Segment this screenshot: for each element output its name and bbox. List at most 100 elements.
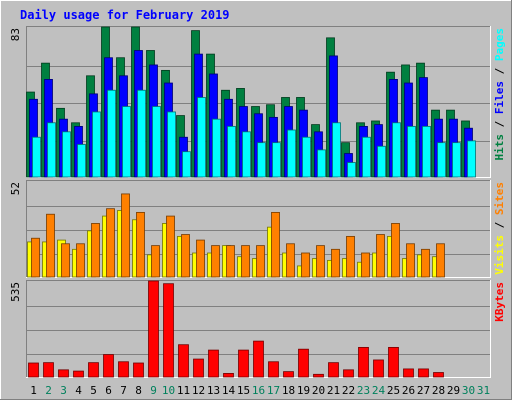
- legend-label-sites: Sites: [493, 182, 506, 215]
- bar-sites-day-22: [346, 235, 355, 278]
- bar-sites-day-4: [76, 243, 85, 278]
- x-tick-label-day-19: 19: [297, 384, 310, 397]
- x-tick-label-day-21: 21: [327, 384, 340, 397]
- legend-separator: /: [493, 215, 506, 235]
- bar-kbytes-day-16: [253, 340, 264, 378]
- bar-pages-day-3: [62, 131, 71, 178]
- bar-pages-day-1: [32, 136, 41, 178]
- bar-pages-day-20: [317, 149, 326, 178]
- bar-pages-day-8: [137, 89, 146, 178]
- bar-sites-day-24: [376, 234, 385, 278]
- bar-pages-day-22: [347, 162, 356, 178]
- bar-sites-day-17: [271, 211, 280, 278]
- x-tick-label-day-25: 25: [387, 384, 400, 397]
- bar-sites-day-14: [226, 245, 235, 278]
- bar-kbytes-day-5: [88, 362, 99, 378]
- bar-pages-day-10: [167, 111, 176, 178]
- bar-sites-day-10: [166, 215, 175, 278]
- panel-hits-files-pages: 83 Hits / Files / Pages: [9, 26, 506, 178]
- bar-kbytes-day-11: [178, 344, 189, 378]
- bar-pages-day-19: [302, 136, 311, 178]
- bar-sites-day-2: [46, 213, 55, 278]
- bar-pages-day-29: [452, 142, 461, 178]
- x-tick-label-day-23: 23: [357, 384, 370, 397]
- bar-sites-day-28: [436, 243, 445, 278]
- x-tick-label-day-4: 4: [75, 384, 82, 397]
- bar-kbytes-day-20: [313, 373, 324, 378]
- bar-sites-day-6: [106, 208, 115, 278]
- x-tick-label-day-3: 3: [60, 384, 67, 397]
- bar-sites-day-27: [421, 248, 430, 278]
- x-tick-label-day-17: 17: [267, 384, 280, 397]
- bar-sites-day-18: [286, 243, 295, 278]
- x-tick-label-day-14: 14: [222, 384, 236, 397]
- x-tick-label-day-7: 7: [120, 384, 127, 397]
- bar-sites-day-26: [406, 243, 415, 278]
- bar-sites-day-25: [391, 223, 400, 278]
- x-tick-label-day-31: 31: [477, 384, 490, 397]
- bar-sites-day-9: [151, 245, 160, 278]
- bar-pages-day-5: [92, 111, 101, 178]
- bar-sites-day-11: [181, 234, 190, 278]
- y-max-label: 83: [9, 28, 22, 41]
- legend-separator: /: [493, 114, 506, 134]
- y-max-label: 52: [9, 182, 22, 195]
- bar-pages-day-6: [107, 89, 116, 178]
- x-tick-label-day-11: 11: [177, 384, 190, 397]
- bar-sites-day-20: [316, 245, 325, 278]
- bar-kbytes-day-19: [298, 348, 309, 378]
- x-tick-label-day-26: 26: [402, 384, 415, 397]
- x-tick-label-day-6: 6: [105, 384, 112, 397]
- x-axis-day-labels: 1 2 3 4 5 6 7 8 9 10 11 12 13 14 15 16 17 18 19 20 21 22 23 24 2…: [30, 384, 490, 397]
- bar-pages-day-18: [287, 129, 296, 178]
- bar-pages-day-21: [332, 122, 341, 178]
- bar-kbytes-day-1: [28, 362, 39, 378]
- x-tick-label-day-22: 22: [342, 384, 355, 397]
- bar-kbytes-day-21: [328, 362, 339, 378]
- bar-kbytes-day-15: [238, 349, 249, 378]
- bar-pages-day-11: [182, 151, 191, 178]
- x-tick-label-day-29: 29: [447, 384, 460, 397]
- bar-kbytes-day-6: [103, 354, 114, 378]
- legend-label-visits: Visits: [493, 235, 506, 275]
- bar-kbytes-day-18: [283, 371, 294, 378]
- x-tick-label-day-16: 16: [252, 384, 265, 397]
- panel-visits-sites: 52 Visits / Sites: [9, 180, 506, 278]
- bar-pages-day-25: [392, 122, 401, 178]
- bar-sites-day-13: [211, 245, 220, 278]
- bar-kbytes-day-12: [193, 358, 204, 378]
- bar-kbytes-day-3: [58, 369, 69, 378]
- panel-legend: KBytes: [493, 282, 506, 322]
- x-tick-label-day-2: 2: [45, 384, 52, 397]
- bar-pages-day-15: [242, 131, 251, 178]
- x-tick-label-day-28: 28: [432, 384, 445, 397]
- bar-kbytes-day-4: [73, 370, 84, 378]
- bar-kbytes-day-9: [148, 280, 159, 378]
- bar-pages-day-27: [422, 125, 431, 178]
- bar-sites-day-12: [196, 239, 205, 278]
- x-tick-label-day-24: 24: [372, 384, 386, 397]
- bar-sites-day-3: [61, 243, 70, 278]
- chart-title: Daily usage for February 2019: [20, 8, 230, 22]
- bar-sites-day-16: [256, 245, 265, 278]
- x-tick-label-day-5: 5: [90, 384, 97, 397]
- bar-sites-day-15: [241, 245, 250, 278]
- bar-pages-day-2: [47, 122, 56, 178]
- bar-pages-day-13: [212, 118, 221, 178]
- bar-pages-day-24: [377, 145, 386, 178]
- bar-pages-day-9: [152, 106, 161, 178]
- bar-kbytes-day-24: [373, 359, 384, 378]
- bar-kbytes-day-10: [163, 283, 174, 378]
- bar-sites-day-7: [121, 193, 130, 278]
- panel-kbytes: 535 KBytes: [9, 280, 506, 378]
- bar-pages-day-4: [77, 144, 86, 178]
- bar-kbytes-day-7: [118, 361, 129, 378]
- x-tick-label-day-18: 18: [282, 384, 295, 397]
- legend-label-hits: Hits: [493, 134, 506, 161]
- bar-kbytes-day-17: [268, 361, 279, 378]
- bar-pages-day-26: [407, 125, 416, 178]
- bar-sites-day-21: [331, 248, 340, 278]
- bar-kbytes-day-8: [133, 362, 144, 378]
- x-tick-label-day-27: 27: [417, 384, 430, 397]
